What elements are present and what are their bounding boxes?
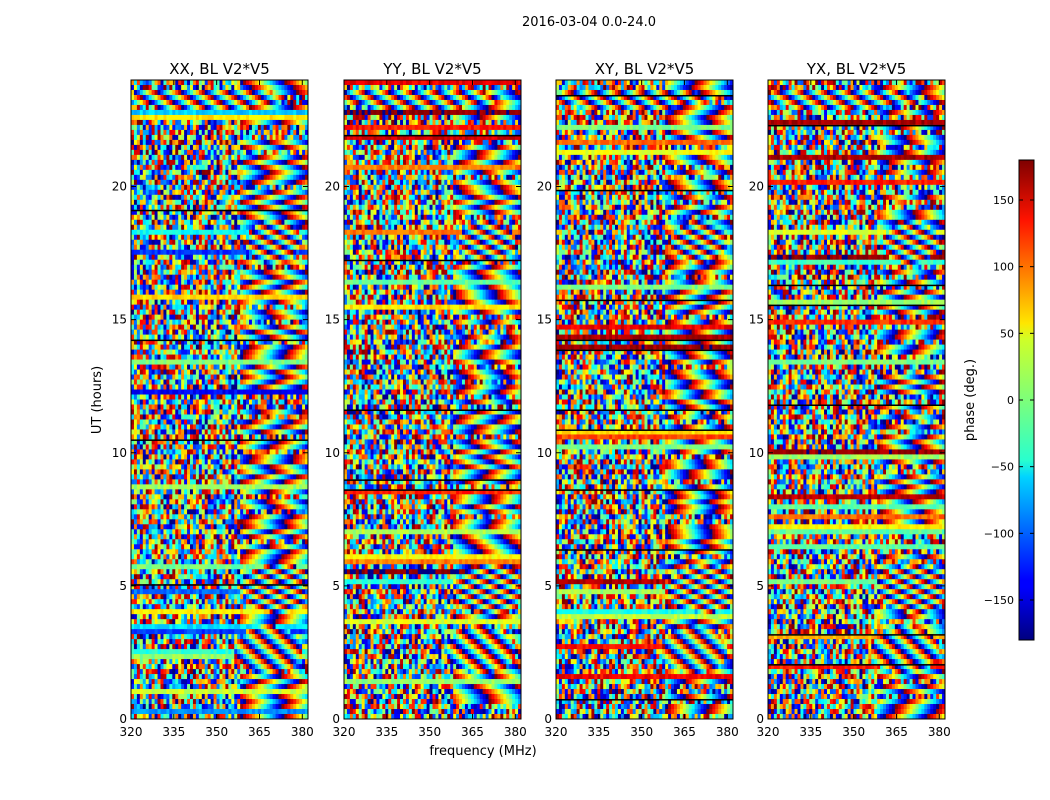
colorbar-tick-label: −150	[984, 594, 1014, 607]
axes-frame	[343, 79, 522, 720]
y-tick-label: 0	[119, 712, 127, 726]
y-tick-label: 20	[537, 180, 552, 194]
x-tick-label: 350	[205, 725, 228, 739]
panel-title: XX, BL V2*V5	[169, 60, 270, 78]
colorbar: −150 −100 −50 0 50 100 150 phase (deg.)	[963, 159, 1035, 641]
axes-frame	[767, 79, 946, 720]
colorbar-tick-label: 150	[993, 194, 1014, 207]
panel-yy: YY, BL V2*V5 320 335 350 365 380 0 5 10 15 20	[325, 60, 527, 739]
colorbar-tick-label: 0	[1007, 394, 1014, 407]
y-tick-label: 15	[325, 313, 340, 327]
panel-xx: XX, BL V2*V5 320 335 350 365 380 0 5 10 15 20	[112, 60, 314, 739]
y-tick-label: 0	[756, 712, 764, 726]
y-tick-label: 0	[332, 712, 340, 726]
panel-xy: XY, BL V2*V5 320 335 350 365 380 0 5 10 15 20	[537, 60, 739, 739]
x-tick-label: 335	[375, 725, 398, 739]
colorbar-tick-label: −100	[984, 527, 1014, 540]
colorbar-tick-label: 100	[993, 261, 1014, 274]
x-tick-label: 380	[291, 725, 314, 739]
figure-suptitle: 2016-03-04 0.0-24.0	[522, 15, 656, 30]
y-tick-label: 10	[537, 446, 552, 460]
colorbar-tick-label: 50	[1000, 327, 1014, 340]
y-tick-label: 5	[544, 579, 552, 593]
x-axis-label: frequency (MHz)	[429, 744, 536, 759]
x-tick-label: 350	[842, 725, 865, 739]
y-tick-label: 15	[112, 313, 127, 327]
panel-yx: YX, BL V2*V5 320 335 350 365 380 0 5 10 15 20	[749, 60, 951, 739]
y-axis-label: UT (hours)	[90, 366, 105, 434]
phase-heatmap	[344, 80, 521, 719]
y-tick-label: 20	[325, 180, 340, 194]
phase-heatmap	[556, 80, 733, 719]
colorbar-tick-label: −50	[991, 461, 1014, 474]
x-tick-label: 320	[333, 725, 356, 739]
y-tick-label: 10	[325, 446, 340, 460]
y-tick-label: 10	[112, 446, 127, 460]
y-tick-label: 10	[749, 446, 764, 460]
y-tick-label: 5	[756, 579, 764, 593]
x-tick-label: 335	[587, 725, 610, 739]
x-tick-label: 350	[630, 725, 653, 739]
y-tick-label: 0	[544, 712, 552, 726]
x-tick-label: 380	[504, 725, 527, 739]
panel-title: YX, BL V2*V5	[806, 60, 907, 78]
y-tick-label: 5	[119, 579, 127, 593]
y-tick-label: 15	[537, 313, 552, 327]
phase-heatmap	[131, 80, 308, 719]
x-tick-label: 320	[757, 725, 780, 739]
colorbar-ticks: −150 −100 −50 0 50 100 150	[984, 194, 1034, 607]
x-tick-label: 365	[248, 725, 271, 739]
colorbar-label: phase (deg.)	[963, 359, 978, 441]
panel-title: XY, BL V2*V5	[595, 60, 695, 78]
x-tick-label: 320	[545, 725, 568, 739]
x-tick-label: 350	[418, 725, 441, 739]
phase-heatmap	[768, 80, 945, 719]
x-tick-label: 320	[120, 725, 143, 739]
panel-title: YY, BL V2*V5	[382, 60, 481, 78]
x-tick-label: 365	[673, 725, 696, 739]
axes-frame	[130, 79, 309, 720]
x-tick-label: 380	[716, 725, 739, 739]
axes-frame	[555, 79, 734, 720]
x-tick-label: 365	[461, 725, 484, 739]
x-tick-label: 335	[162, 725, 185, 739]
x-tick-label: 335	[799, 725, 822, 739]
y-tick-label: 20	[749, 180, 764, 194]
x-tick-label: 365	[885, 725, 908, 739]
y-tick-label: 5	[332, 579, 340, 593]
y-tick-label: 15	[749, 313, 764, 327]
y-tick-label: 20	[112, 180, 127, 194]
x-tick-label: 380	[928, 725, 951, 739]
